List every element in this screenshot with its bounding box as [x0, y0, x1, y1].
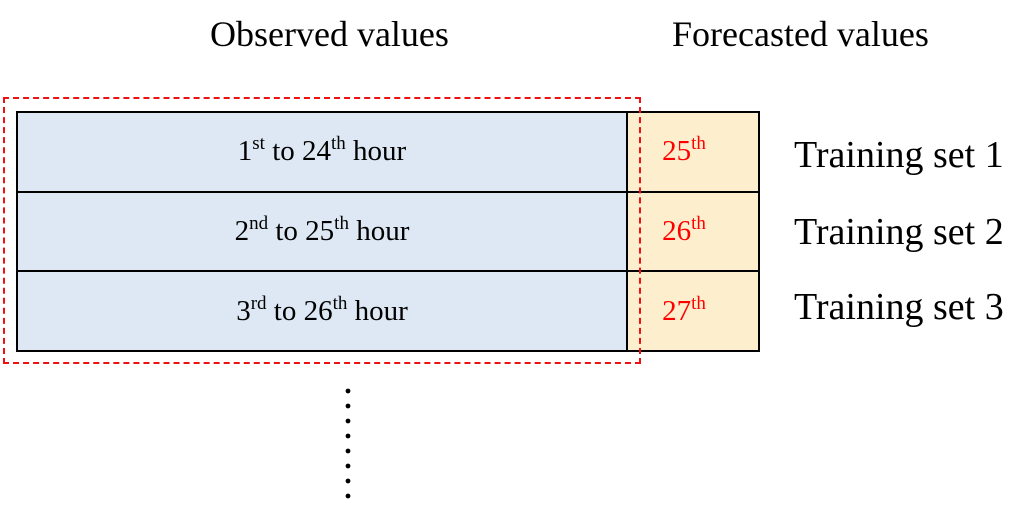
window-start-suffix: nd — [249, 213, 269, 234]
window-end-suffix: th — [331, 133, 346, 155]
window-unit: hour — [347, 294, 408, 327]
vertical-ellipsis-icon — [345, 388, 351, 499]
forecast-hour: 25 — [662, 135, 692, 168]
window-start: 3 — [236, 294, 251, 327]
forecast-hour-cell: 27th — [628, 272, 758, 351]
window-end-suffix: th — [334, 213, 349, 234]
training-set-label-2: Training set 2 — [794, 211, 1004, 253]
training-set-label-1: Training set 1 — [794, 134, 1004, 176]
forecasted-values-header: Forecasted values — [672, 14, 929, 54]
forecast-hour: 27 — [662, 294, 692, 327]
window-start: 2 — [234, 215, 250, 247]
forecast-hour-suffix: th — [691, 133, 706, 155]
observed-values-header: Observed values — [210, 14, 449, 54]
observed-window-cell: 3rd to 26th hour — [18, 272, 628, 351]
observed-window-cell: 2nd to 25th hour — [18, 192, 628, 271]
window-end-suffix: th — [332, 292, 348, 314]
training-sets-table: 1st to 24th hour 25th 2nd to 25th hour 2… — [16, 111, 760, 352]
window-start-suffix: st — [252, 133, 265, 155]
training-set-row-3: 3rd to 26th hour 27th — [18, 270, 758, 351]
window-unit: hour — [345, 135, 407, 168]
training-set-row-1: 1st to 24th hour 25th — [18, 113, 758, 191]
observed-window-cell: 1st to 24th hour — [18, 113, 628, 191]
window-end: to 26 — [266, 294, 333, 327]
forecast-hour-cell: 25th — [628, 113, 758, 191]
forecast-hour-cell: 26th — [628, 192, 758, 271]
window-end: to 24 — [264, 135, 332, 168]
forecast-hour: 26 — [662, 215, 692, 247]
window-start: 1 — [237, 135, 253, 168]
training-set-label-3: Training set 3 — [794, 286, 1004, 328]
window-unit: hour — [348, 215, 410, 247]
window-end: to 25 — [268, 215, 335, 247]
forecast-hour-suffix: th — [691, 213, 706, 234]
forecast-hour-suffix: th — [691, 292, 706, 314]
training-set-row-2: 2nd to 25th hour 26th — [18, 190, 758, 271]
window-start-suffix: rd — [250, 292, 267, 314]
